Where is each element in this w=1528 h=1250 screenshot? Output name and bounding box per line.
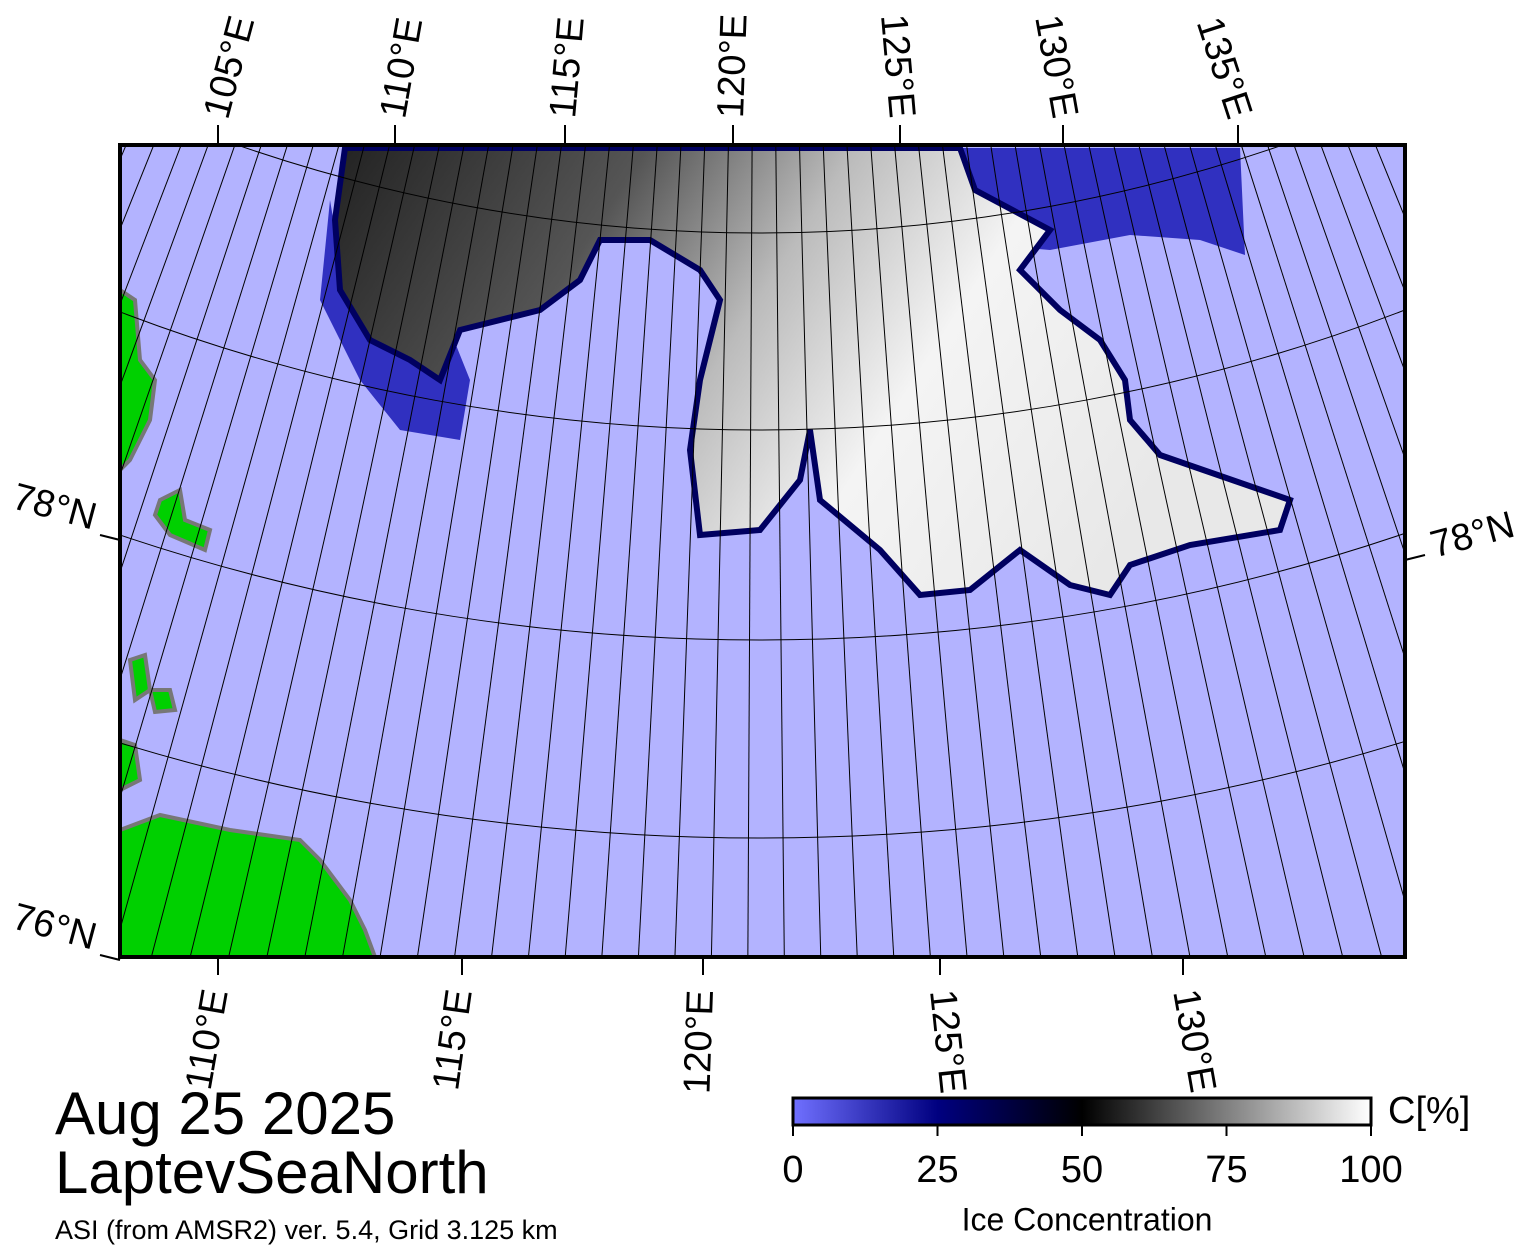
top-lon-label: 120°E	[710, 13, 756, 118]
source-note: ASI (from AMSR2) ver. 5.4, Grid 3.125 km	[55, 1215, 558, 1245]
meridian	[1293, 145, 1405, 460]
meridian	[1455, 0, 1528, 764]
left-lat-label: 76°N	[8, 896, 101, 959]
left-lat-label: 78°N	[8, 476, 101, 539]
meridian	[1476, 0, 1528, 746]
meridian	[1189, 145, 1405, 904]
meridian	[1113, 145, 1305, 957]
meridian	[798, 145, 822, 957]
top-lon-label: 115°E	[542, 15, 593, 119]
region-title: LaptevSeaNorth	[55, 1139, 489, 1206]
meridian	[1434, 0, 1528, 781]
right-lat-label: 78°N	[1426, 504, 1519, 567]
meridian	[266, 145, 440, 957]
meridian	[1088, 145, 1267, 957]
meridian	[775, 145, 785, 957]
lat-tick	[99, 954, 121, 961]
meridian	[0, 0, 72, 770]
colorbar-tick-label: 50	[1061, 1149, 1103, 1191]
meridian	[1320, 145, 1405, 373]
meridian	[601, 145, 658, 957]
meridian	[189, 145, 391, 957]
meridian	[1266, 145, 1405, 556]
meridian	[1347, 145, 1405, 293]
top-lon-label: 135°E	[1188, 12, 1260, 124]
bottom-lon-label: 125°E	[921, 988, 974, 1096]
meridian	[846, 145, 895, 957]
bottom-lon-label: 120°E	[676, 989, 722, 1094]
meridian	[917, 145, 1005, 957]
meridian	[1413, 0, 1528, 798]
meridian	[637, 145, 682, 957]
meridian	[416, 145, 538, 957]
sea-ice	[331, 145, 1294, 599]
meridian	[1496, 0, 1528, 728]
top-lon-label: 110°E	[372, 14, 431, 121]
graticule	[0, 0, 1528, 957]
meridian	[0, 1, 136, 819]
meridian	[564, 145, 634, 957]
meridian	[1063, 145, 1229, 957]
meridian	[822, 145, 858, 957]
meridian	[0, 0, 30, 734]
meridian	[228, 145, 416, 957]
meridian	[1038, 145, 1191, 957]
lat-tick	[99, 534, 121, 541]
meridian	[120, 145, 209, 388]
top-lon-label: 105°E	[196, 12, 263, 123]
meridian	[1392, 0, 1528, 814]
meridian	[966, 145, 1079, 957]
meridian	[1138, 145, 1344, 957]
bottom-lon-label: 115°E	[425, 987, 481, 1093]
date-title: Aug 25 2025	[55, 1080, 395, 1147]
bottom-lon-label: 110°E	[178, 986, 237, 1093]
colorbar	[791, 1096, 1373, 1127]
map-area	[0, 0, 1528, 957]
meridian	[1214, 145, 1405, 776]
meridian	[304, 145, 465, 957]
meridian	[1163, 145, 1382, 956]
meridian	[491, 145, 587, 957]
meridian	[0, 0, 114, 803]
meridian	[120, 145, 182, 306]
colorbar-unit: C[%]	[1388, 1090, 1470, 1132]
colorbar-tick-label: 75	[1205, 1149, 1247, 1191]
top-lon-label: 130°E	[1026, 12, 1085, 122]
meridian	[990, 145, 1116, 957]
meridian	[894, 145, 968, 957]
meridian	[120, 145, 262, 574]
meridian	[0, 0, 93, 787]
bottom-lon-label: 130°E	[1164, 986, 1223, 1096]
colorbar-tick-label: 0	[782, 1149, 803, 1191]
meridian	[527, 145, 610, 957]
colorbar-tick-label: 25	[916, 1149, 958, 1191]
meridian	[120, 145, 155, 231]
colorbar-label: Ice Concentration	[962, 1201, 1213, 1237]
map-frame	[118, 143, 1407, 959]
meridian	[379, 145, 514, 957]
lat-tick	[1404, 554, 1426, 561]
meridian	[342, 145, 490, 957]
meridian	[150, 145, 365, 957]
meridian	[120, 145, 236, 477]
meridian	[674, 145, 706, 957]
meridian	[1374, 145, 1405, 219]
colorbar-tick-label: 100	[1339, 1149, 1402, 1191]
meridian	[710, 145, 729, 957]
meridian	[1014, 145, 1153, 957]
meridian	[870, 145, 931, 957]
top-lon-label: 125°E	[872, 12, 923, 119]
meridian	[0, 0, 51, 752]
meridian	[1240, 145, 1405, 660]
parallel	[237, 145, 1283, 234]
meridian	[0, 0, 10, 715]
meridian	[454, 145, 562, 957]
meridian	[747, 145, 753, 957]
meridian	[120, 145, 288, 681]
meridian	[941, 145, 1042, 957]
meridian	[120, 145, 340, 932]
